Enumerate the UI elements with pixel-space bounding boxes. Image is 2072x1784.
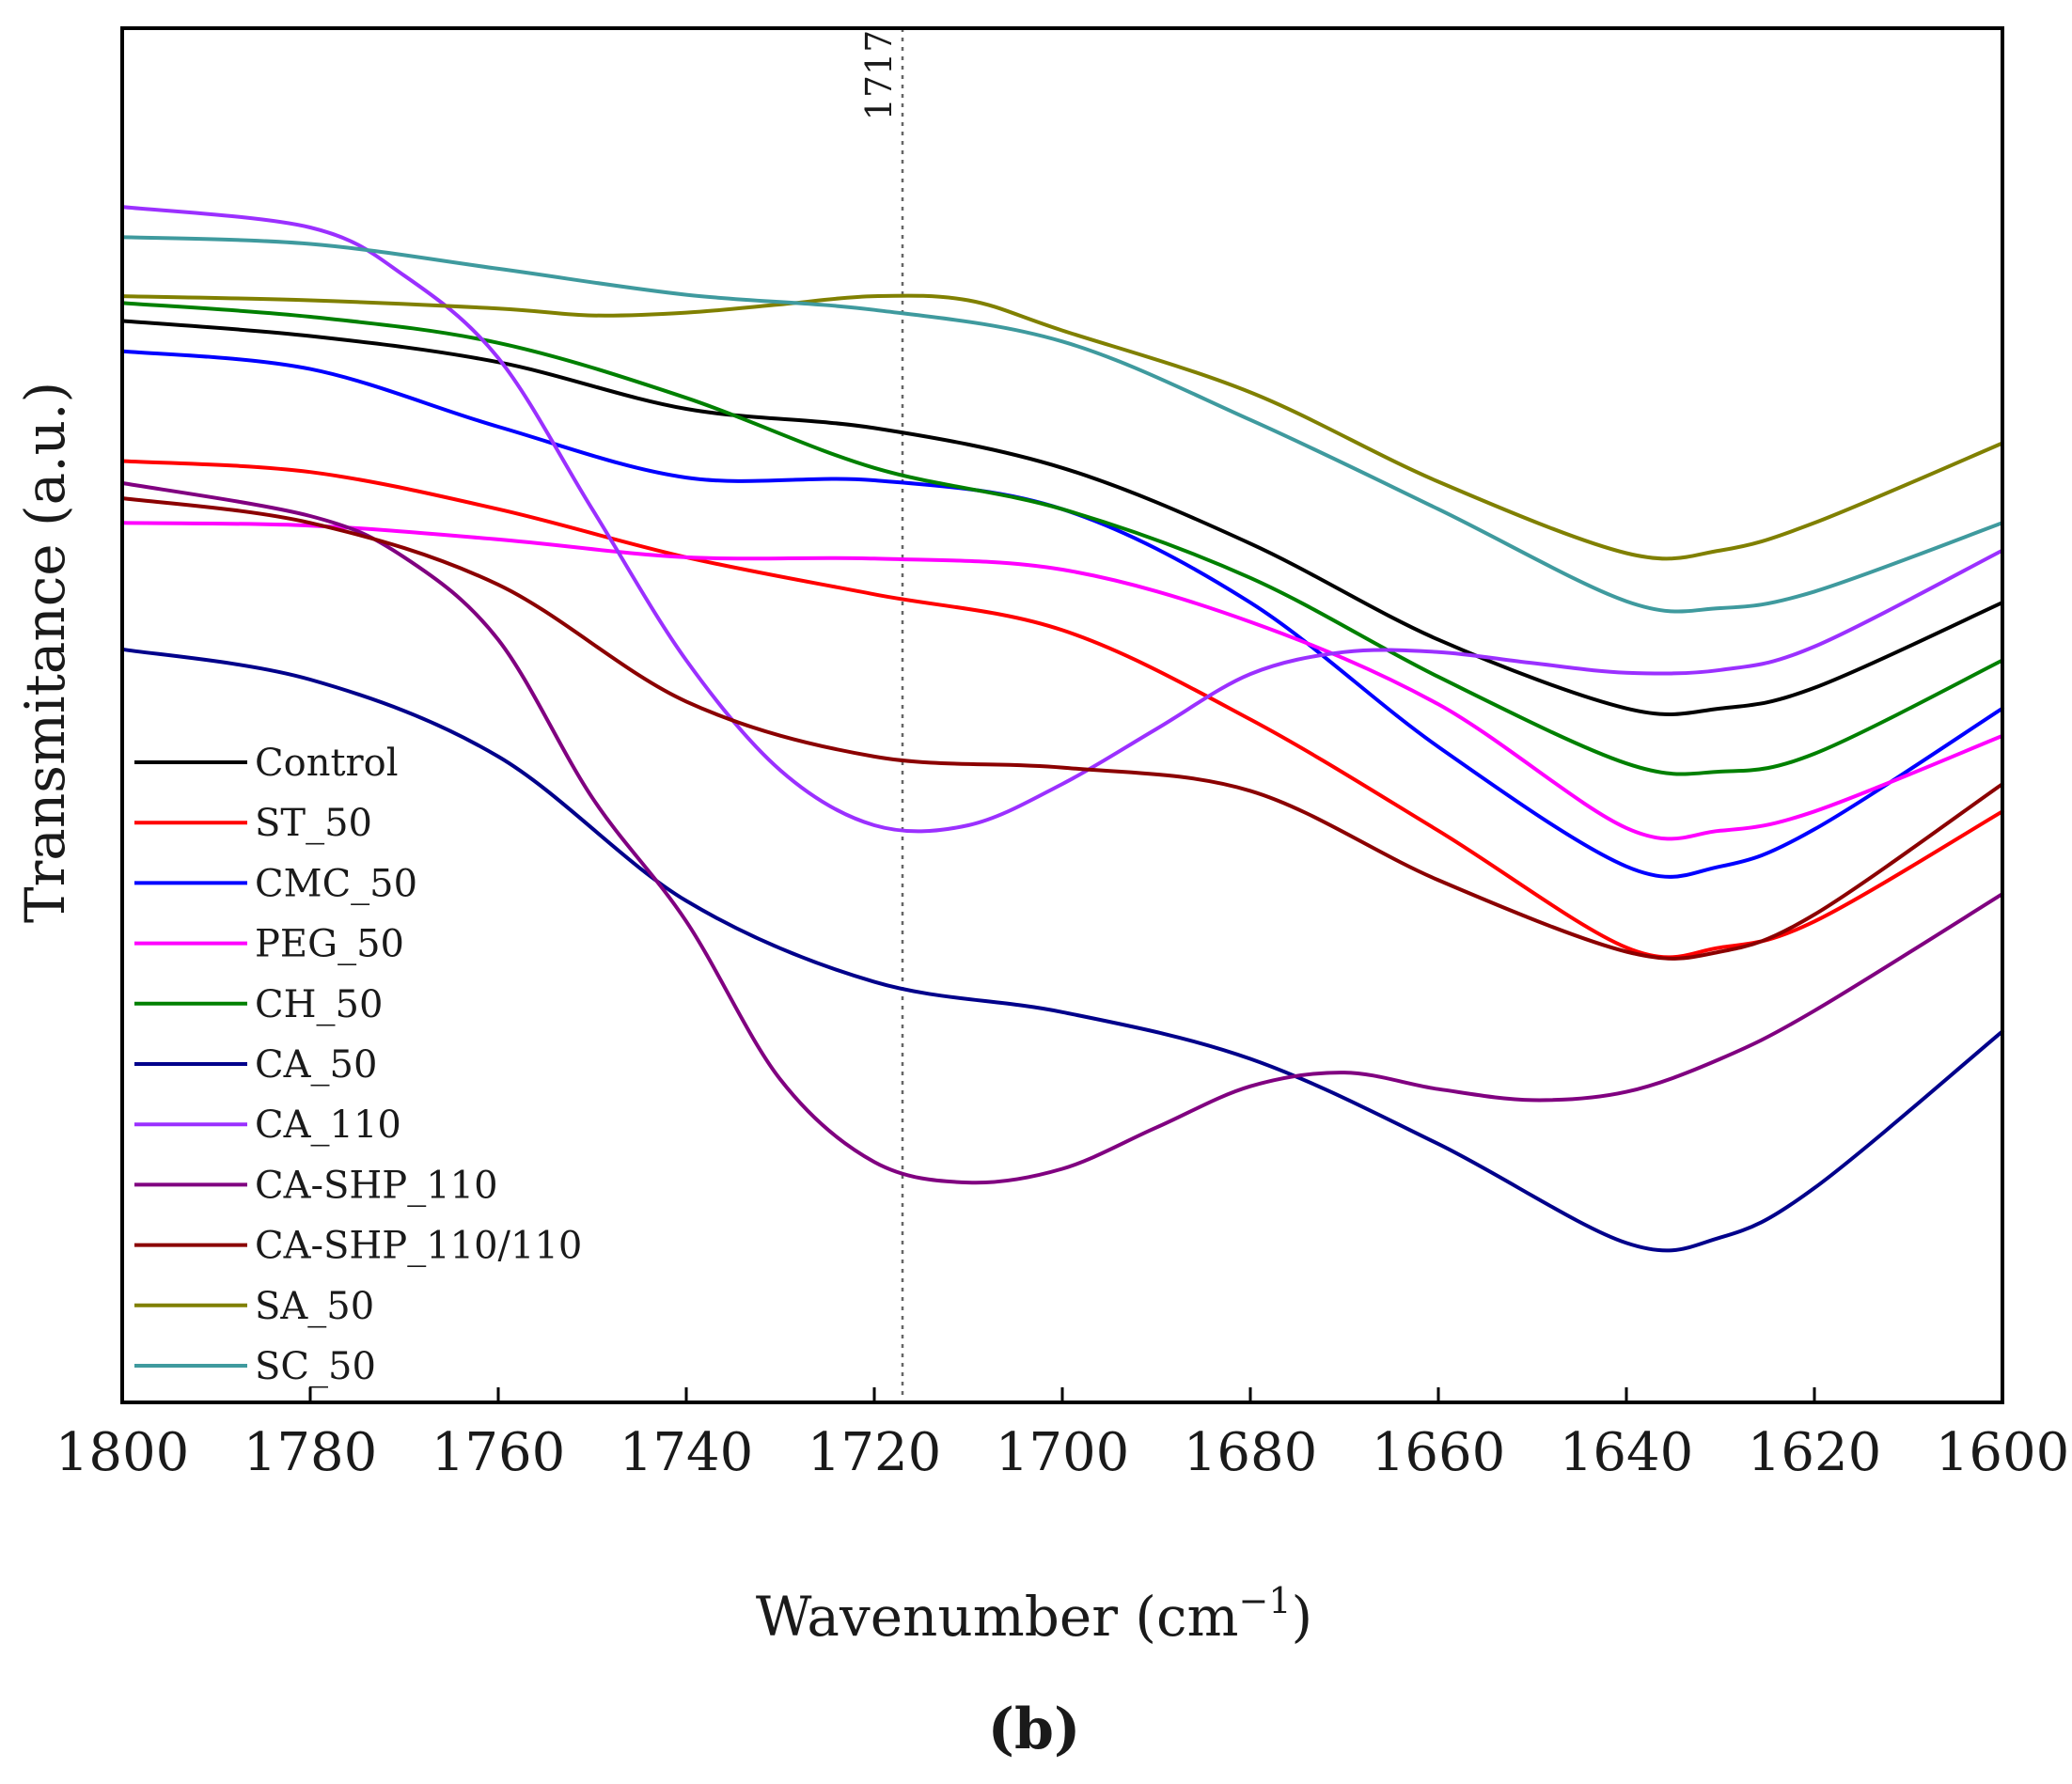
legend-label: SC_50: [255, 1345, 376, 1388]
series-line-cmc-50: [120, 349, 2004, 879]
legend-item: CA_50: [134, 1043, 377, 1087]
legend: Control ST_50 CMC_50 PEG_50 CH_50 CA_50 CA_110…: [134, 742, 582, 1388]
legend-label: CA-SHP_110: [255, 1164, 498, 1207]
y-axis-title: Transmitance (a.u.): [13, 382, 77, 923]
x-tick-label: 1700: [996, 1422, 1130, 1483]
x-tick-label: 1740: [620, 1422, 754, 1483]
x-tick-label: 1620: [1748, 1422, 1882, 1483]
series-line-ca-shp-110: [120, 480, 2004, 1185]
legend-label: CMC_50: [255, 862, 417, 905]
annotation-label-1717: 1717: [858, 30, 900, 121]
series-line-peg-50: [120, 521, 2004, 841]
series-line-ca-50: [120, 647, 2004, 1253]
plot-area-background: [122, 28, 2002, 1402]
series-line-sa-50: [120, 293, 2004, 561]
legend-label: CA_50: [255, 1043, 377, 1087]
x-tick-label: 1760: [432, 1422, 566, 1483]
legend-item: SA_50: [134, 1285, 374, 1328]
x-tick-label: 1720: [808, 1422, 942, 1483]
legend-item: CMC_50: [134, 862, 417, 905]
x-tick-label: 1640: [1560, 1422, 1694, 1483]
x-tick-label: 1780: [243, 1422, 378, 1483]
x-axis-title-superscript: −1: [1239, 1580, 1292, 1621]
x-axis-title-close: ): [1292, 1585, 1313, 1649]
series-line-ch-50: [120, 301, 2004, 776]
legend-item: ST_50: [134, 802, 372, 845]
x-tick-label: 1600: [1936, 1422, 2070, 1483]
series-line-sc-50: [120, 235, 2004, 614]
series-layer: [120, 205, 2004, 1253]
series-line-ca-110: [120, 205, 2004, 834]
series-line-ca-shp-110-110: [120, 496, 2004, 961]
x-tick-label: 1680: [1184, 1422, 1318, 1483]
legend-label: ST_50: [255, 802, 372, 845]
legend-label: CA_110: [255, 1103, 401, 1147]
legend-item: CA_110: [134, 1103, 401, 1147]
x-tick-label: 1660: [1372, 1422, 1506, 1483]
legend-label: PEG_50: [255, 923, 404, 966]
legend-label: CH_50: [255, 983, 383, 1026]
legend-item: CH_50: [134, 983, 383, 1026]
legend-item: PEG_50: [134, 923, 404, 966]
legend-label: Control: [255, 742, 399, 785]
legend-label: SA_50: [255, 1285, 374, 1328]
series-line-control: [120, 319, 2004, 716]
x-tick-label: 1800: [55, 1422, 190, 1483]
legend-item: CA-SHP_110/110: [134, 1225, 582, 1268]
x-axis-title: Wavenumber (cm−1): [756, 1580, 1312, 1649]
legend-label: CA-SHP_110/110: [255, 1225, 582, 1268]
panel-label: (b): [988, 1697, 1081, 1762]
series-line-st-50: [120, 459, 2004, 960]
legend-item: Control: [134, 742, 399, 785]
legend-item: CA-SHP_110: [134, 1164, 498, 1207]
legend-item: SC_50: [134, 1345, 376, 1388]
x-axis-title-main: Wavenumber (cm: [756, 1585, 1239, 1649]
x-axis-ticks: 1800 1780 1760 1740 1720 1700 1680 1660 1640 1620…: [55, 1387, 2070, 1483]
